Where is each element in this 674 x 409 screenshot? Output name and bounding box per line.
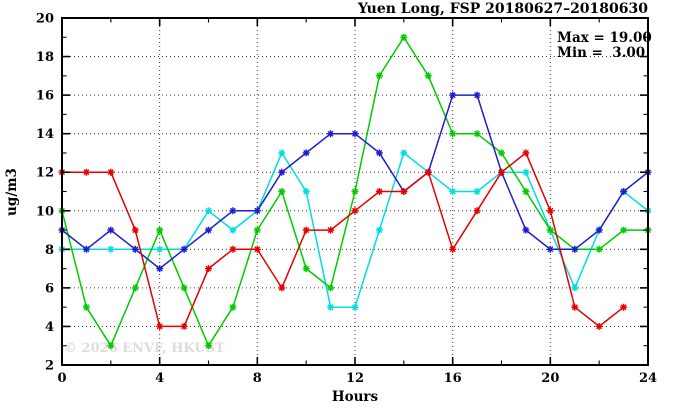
y-axis-label: ug/m3 — [4, 168, 20, 216]
x-tick-label-20: 20 — [541, 371, 559, 386]
stat-max: Max = 19.00 — [557, 30, 652, 46]
x-tick-label-4: 4 — [155, 371, 164, 386]
x-tick-label-16: 16 — [444, 371, 462, 386]
tick-marks — [61, 17, 649, 366]
y-tick-label-4: 4 — [45, 320, 54, 335]
chart-title: Yuen Long, FSP 20180627–20180630 — [357, 1, 648, 17]
red-line — [62, 152, 625, 328]
x-tick-label-8: 8 — [253, 371, 262, 386]
series-green — [58, 33, 652, 350]
y-tick-label-20: 20 — [36, 12, 54, 27]
y-tick-label-6: 6 — [45, 281, 54, 296]
y-tick-label-10: 10 — [36, 204, 54, 219]
x-axis-label: Hours — [332, 389, 379, 405]
y-tick-label-12: 12 — [36, 166, 54, 181]
x-tick-label-0: 0 — [57, 371, 66, 386]
green-markers — [58, 33, 652, 350]
y-tick-label-2: 2 — [45, 359, 54, 374]
x-tick-label-24: 24 — [639, 371, 657, 386]
y-tick-label-8: 8 — [45, 243, 54, 258]
x-tick-label-12: 12 — [346, 371, 364, 386]
series-group — [58, 33, 652, 350]
y-tick-label-14: 14 — [36, 127, 54, 142]
y-tick-label-18: 18 — [36, 50, 54, 65]
watermark: © 2026 ENVF, HKUST — [64, 341, 225, 356]
stat-min: Min = 3.00 — [557, 45, 645, 61]
y-tick-label-16: 16 — [36, 89, 54, 104]
